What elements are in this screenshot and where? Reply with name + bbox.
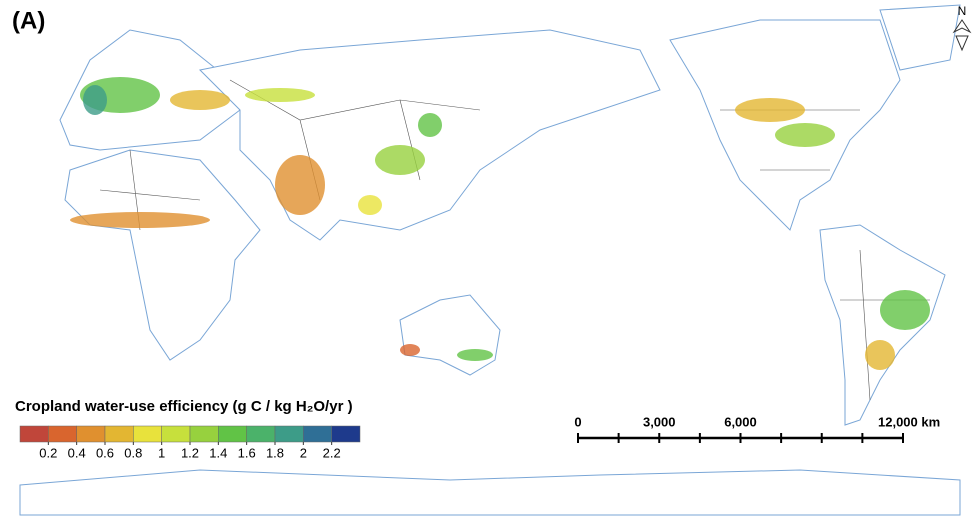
crop-patch — [880, 290, 930, 330]
legend-swatch — [274, 425, 304, 443]
legend-title: Cropland water-use efficiency (g C / kg … — [15, 398, 353, 415]
crop-patch — [735, 98, 805, 122]
legend-tick-label: 1.8 — [266, 445, 284, 460]
crop-patch — [70, 212, 210, 228]
legend-tick-label: 1 — [158, 445, 165, 460]
australia — [399, 294, 501, 376]
legend-tick-label: 0.2 — [39, 445, 57, 460]
africa — [64, 149, 261, 361]
legend-tick-label: 2.2 — [323, 445, 341, 460]
scale-bar-label: 0 — [574, 414, 581, 429]
legend-swatch — [76, 425, 106, 443]
crop-patch — [170, 90, 230, 110]
antarctica — [19, 469, 961, 516]
legend-swatch — [303, 425, 332, 443]
legend-swatch — [48, 425, 77, 443]
compass-label: N — [958, 4, 967, 18]
crop-patch — [83, 85, 107, 115]
legend-swatch — [331, 425, 361, 443]
legend-swatch — [189, 425, 219, 443]
legend-swatch — [19, 425, 49, 443]
legend-tick-label: 0.8 — [124, 445, 142, 460]
crop-patch — [375, 145, 425, 175]
legend-swatch — [161, 425, 191, 443]
crop-patch — [400, 344, 420, 356]
legend-tick-label: 1.2 — [181, 445, 199, 460]
greenland — [879, 4, 961, 71]
crop-patch — [865, 340, 895, 370]
crop-patch — [418, 113, 442, 137]
legend-swatch — [246, 425, 276, 443]
legend-swatch — [133, 425, 162, 443]
legend-tick-label: 1.4 — [209, 445, 227, 460]
scale-bar-label: 3,000 — [643, 414, 676, 429]
compass-arrow — [952, 19, 972, 52]
north-america — [669, 19, 901, 231]
panel-label: (A) — [12, 7, 45, 34]
legend-tick-label: 2 — [300, 445, 307, 460]
legend-swatch — [218, 425, 247, 443]
crop-patches — [70, 77, 930, 370]
legend-tick-label: 0.4 — [68, 445, 86, 460]
crop-patch — [358, 195, 382, 215]
legend-swatch — [104, 425, 134, 443]
legend-tick-label: 0.6 — [96, 445, 114, 460]
crop-patch — [275, 155, 325, 215]
crop-patch — [775, 123, 835, 147]
scale-bar-label: 12,000 km — [878, 414, 940, 429]
south-america — [819, 224, 946, 426]
scale-bar-label: 6,000 — [724, 414, 757, 429]
crop-patch — [457, 349, 493, 361]
crop-patch — [245, 88, 315, 102]
legend-tick-label: 1.6 — [238, 445, 256, 460]
